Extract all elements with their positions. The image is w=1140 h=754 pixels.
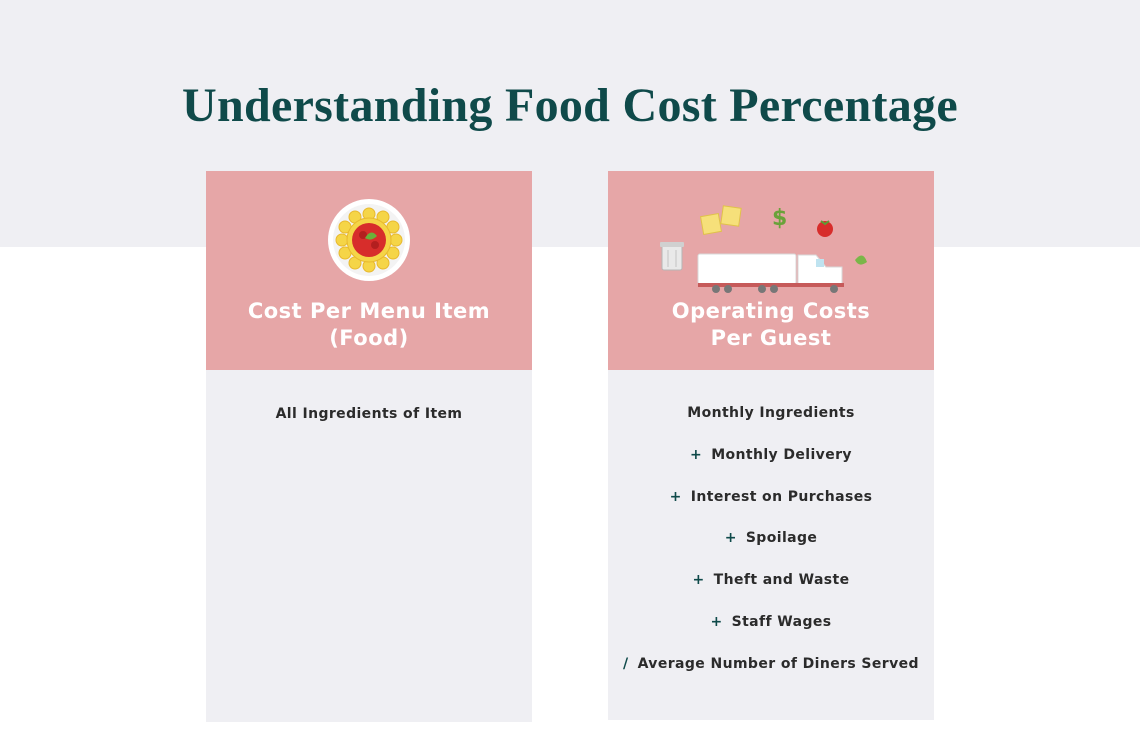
divide-operator: / — [623, 655, 629, 672]
list-item: + Theft and Waste — [692, 572, 850, 589]
list-item: Monthly Ingredients — [687, 405, 855, 421]
list-item: + Spoilage — [724, 530, 818, 547]
plus-operator: + — [710, 613, 723, 630]
cheese-icon — [699, 205, 742, 236]
card-operating-costs: $ — [608, 171, 934, 720]
tomato-icon — [817, 221, 833, 237]
list-item: + Interest on Purchases — [669, 488, 873, 505]
plus-operator: + — [669, 488, 682, 505]
card-cost-per-menu-item: Cost Per Menu Item (Food) All Ingredient… — [206, 171, 532, 722]
header-band — [0, 0, 1140, 247]
list-item: + Monthly Delivery — [690, 446, 852, 463]
plus-operator: + — [692, 572, 705, 589]
pasta-plate-icon — [328, 199, 410, 281]
plus-operator: + — [724, 530, 737, 547]
ingredient-list: All Ingredients of Item — [206, 399, 532, 441]
cost-list: Monthly Ingredients + Monthly Delivery + I… — [608, 398, 934, 691]
card-header: Cost Per Menu Item (Food) — [206, 171, 532, 370]
plus-operator: + — [690, 446, 703, 463]
list-item: + Staff Wages — [710, 613, 832, 630]
trash-can-icon — [660, 242, 684, 271]
page-title: Understanding Food Cost Percentage — [182, 79, 958, 132]
leaf-icon — [855, 255, 867, 265]
card-title: Cost Per Menu Item (Food) — [247, 299, 491, 350]
list-item: All Ingredients of Item — [275, 406, 463, 422]
delivery-truck-icon: $ — [660, 205, 867, 293]
card-header: $ — [608, 171, 934, 370]
list-item: / Average Number of Diners Served — [623, 655, 919, 672]
dollar-icon: $ — [772, 206, 787, 231]
truck-icon — [697, 253, 844, 293]
card-title: Operating Costs Per Guest — [671, 299, 871, 350]
